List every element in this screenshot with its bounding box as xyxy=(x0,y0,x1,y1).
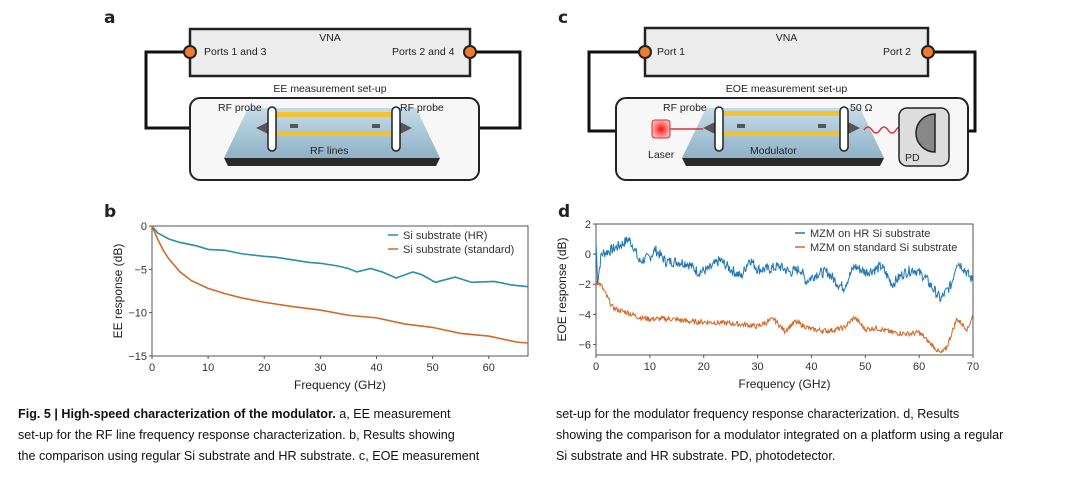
probe-label-c: RF probe xyxy=(663,102,707,114)
y-tick-label: 2 xyxy=(585,219,591,231)
probe-left-label: RF probe xyxy=(218,102,262,114)
setup-title-c: EOE measurement set-up xyxy=(725,83,848,95)
laser-label: Laser xyxy=(648,149,675,161)
rf-probe-right xyxy=(391,106,401,152)
x-tick-label: 30 xyxy=(751,361,763,373)
legend-label: Si substrate (standard) xyxy=(403,244,514,256)
y-tick-label: −2 xyxy=(578,279,591,291)
panel-label-a: a xyxy=(104,8,116,28)
x-tick-label: 10 xyxy=(202,362,214,374)
x-tick-label: 60 xyxy=(913,361,925,373)
vna-box xyxy=(188,27,472,78)
y-tick-label: 0 xyxy=(141,221,147,233)
rf-probe-left xyxy=(267,106,277,152)
caption-line: the comparison using regular Si substrat… xyxy=(18,449,480,463)
x-tick-label: 40 xyxy=(370,362,382,374)
y-axis-label: EE response (dB) xyxy=(111,244,125,339)
pd-label: PD xyxy=(905,152,920,164)
caption-line: a, EE measurement xyxy=(335,407,451,421)
y-tick-label: −4 xyxy=(578,309,591,321)
x-tick-label: 30 xyxy=(314,362,326,374)
caption-col1: Fig. 5 | High-speed characterization of … xyxy=(18,404,538,467)
x-tick-label: 0 xyxy=(149,362,155,374)
y-axis-label: EOE response (dB) xyxy=(555,237,569,341)
diagram-eoe-setup xyxy=(587,26,977,181)
x-tick-label: 0 xyxy=(593,361,599,373)
chart-b: 0 10 20 30 40 50 60 −15 −10 −5 0 Frequency (GHz) EE … xyxy=(111,221,529,392)
caption-line: showing the comparison for a modulator i… xyxy=(556,428,1004,442)
caption-line: Si substrate and HR substrate. PD, photo… xyxy=(556,449,836,463)
caption-col2: set-up for the modulator frequency respo… xyxy=(556,404,1076,467)
diagram-ee-setup xyxy=(144,27,522,181)
vna-label: VNA xyxy=(319,32,341,44)
y-tick-label: −6 xyxy=(578,339,591,351)
x-tick-label: 20 xyxy=(258,362,270,374)
series-line-1 xyxy=(151,225,529,288)
panel-label-c: c xyxy=(558,8,569,28)
x-tick-label: 40 xyxy=(805,361,817,373)
fig-label: Fig. 5 | High-speed characterization of … xyxy=(18,407,336,421)
port2-label: Port 2 xyxy=(883,46,912,58)
series-line-2 xyxy=(151,225,529,344)
legend-label: Si substrate (HR) xyxy=(403,230,487,242)
legend-label: MZM on standard Si substrate xyxy=(810,242,957,254)
termination-label: 50 Ω xyxy=(850,102,873,114)
probe-right-label: RF probe xyxy=(400,102,444,114)
x-tick-label: 60 xyxy=(483,362,495,374)
chart-d: 0 10 20 30 40 50 60 70 −6 −4 −2 0 2 Frequency (GHz) EO… xyxy=(555,219,979,391)
y-tick-label: 0 xyxy=(585,249,591,261)
series-line-2 xyxy=(595,280,974,354)
x-tick-label: 10 xyxy=(644,361,656,373)
port-right-label: Ports 2 and 4 xyxy=(392,46,455,58)
plot-frame xyxy=(595,223,974,356)
panel-label-b: b xyxy=(104,202,117,222)
plot-frame xyxy=(151,225,529,357)
y-tick-label: −5 xyxy=(134,264,147,276)
x-axis-label: Frequency (GHz) xyxy=(294,378,386,392)
modulator-label: Modulator xyxy=(750,145,797,157)
caption-line: set-up for the RF line frequency respons… xyxy=(18,428,455,442)
port-left-label: Ports 1 and 3 xyxy=(204,46,267,58)
vna-label-c: VNA xyxy=(775,32,798,44)
legend-label: MZM on HR Si substrate xyxy=(810,228,930,240)
setup-title: EE measurement set-up xyxy=(273,83,387,95)
y-tick-label: −10 xyxy=(128,308,147,320)
x-tick-label: 70 xyxy=(967,361,979,373)
port-icon-left xyxy=(183,45,197,59)
device-label: RF lines xyxy=(310,145,349,157)
x-axis-label: Frequency (GHz) xyxy=(738,377,830,391)
y-tick-label: −15 xyxy=(128,351,147,363)
port-icon-right xyxy=(463,45,477,59)
series-line-1 xyxy=(595,236,974,303)
x-tick-label: 50 xyxy=(426,362,438,374)
x-tick-label: 50 xyxy=(859,361,871,373)
x-tick-label: 20 xyxy=(698,361,710,373)
caption-line: set-up for the modulator frequency respo… xyxy=(556,407,960,421)
panel-label-d: d xyxy=(558,202,571,222)
port1-label: Port 1 xyxy=(657,46,686,58)
